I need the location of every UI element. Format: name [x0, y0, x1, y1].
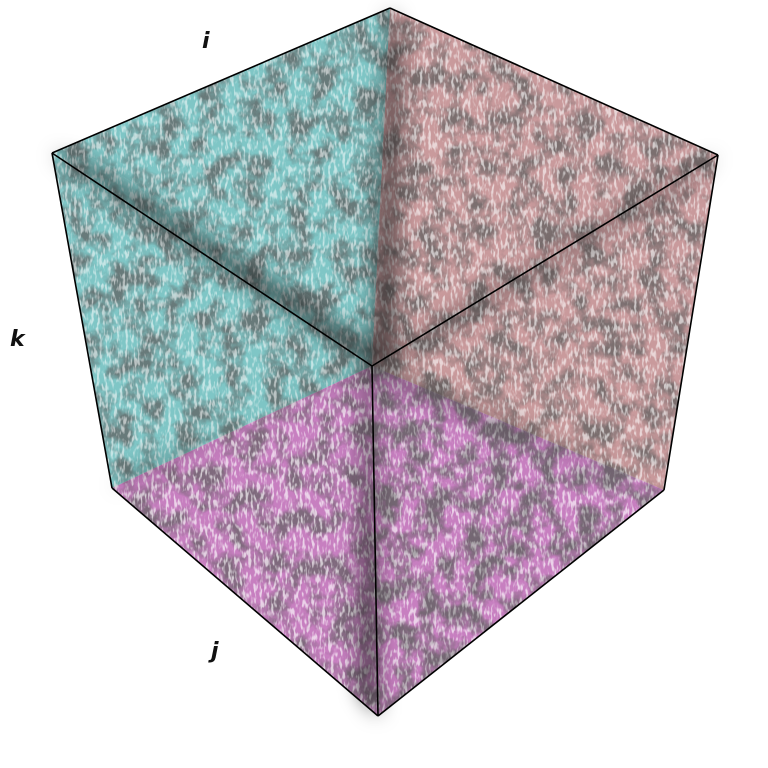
edge-center-right [371, 154, 719, 367]
edge-right-vertical [663, 154, 719, 491]
cube-edges [51, 7, 719, 717]
edge-center-left [51, 152, 373, 367]
edge-left-vertical [51, 152, 113, 489]
axis-label-j: j [208, 639, 219, 664]
axis-label-i: i [202, 29, 210, 54]
edge-bottom-left [111, 487, 379, 717]
edge-top-right [389, 7, 719, 156]
axis-label-k: k [10, 327, 26, 352]
edge-center-down [371, 365, 379, 717]
edge-bottom-right [377, 489, 665, 717]
edge-top-left [51, 7, 391, 154]
